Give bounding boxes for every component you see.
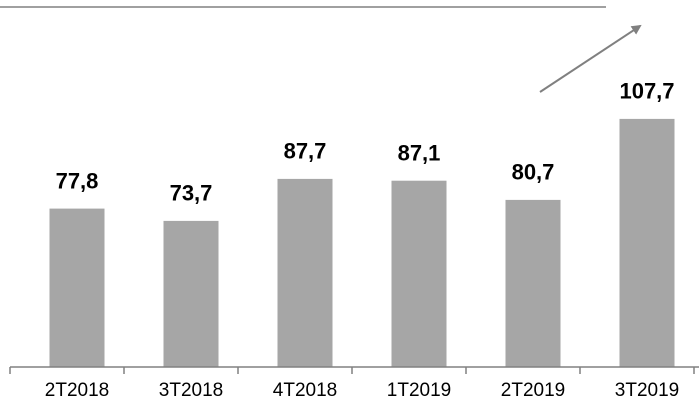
trend-arrow: [539, 24, 642, 93]
bar: [505, 199, 561, 367]
x-tick-label: 1T2019: [387, 380, 451, 401]
value-label: 77,8: [56, 168, 99, 193]
x-tick-label: 2T2018: [45, 380, 109, 401]
x-tick-label: 3T2019: [615, 380, 679, 401]
value-label: 107,7: [619, 79, 674, 104]
value-label: 87,1: [398, 141, 441, 166]
x-tick-label: 4T2018: [273, 380, 337, 401]
bar: [277, 178, 333, 367]
x-tick-label: 3T2018: [159, 380, 223, 401]
bar: [391, 180, 447, 367]
bar: [49, 208, 105, 367]
value-label: 80,7: [512, 160, 555, 185]
x-tick-label: 2T2019: [501, 380, 565, 401]
value-label: 73,7: [170, 181, 213, 206]
bar: [163, 220, 219, 367]
value-label: 87,7: [284, 139, 327, 164]
bar: [619, 118, 675, 368]
